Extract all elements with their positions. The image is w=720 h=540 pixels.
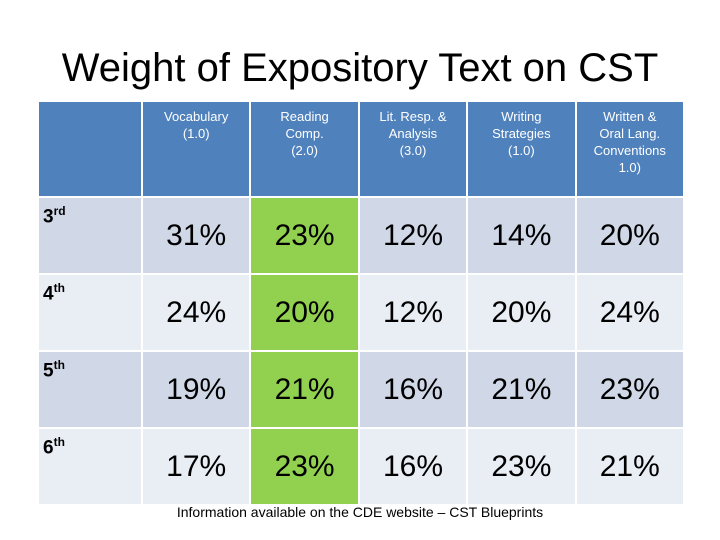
footnote: Information available on the CDE website… bbox=[176, 504, 544, 520]
header-line: (3.0) bbox=[399, 143, 427, 158]
header-line: Written & bbox=[603, 109, 657, 124]
header-line: Comp. bbox=[285, 126, 324, 141]
value-cell: 31% bbox=[143, 198, 250, 273]
slide-title: Weight of Expository Text on CST bbox=[61, 46, 659, 90]
header-row: Vocabulary (1.0) Reading Comp. (2.0) Lit… bbox=[39, 102, 683, 196]
weight-table: Vocabulary (1.0) Reading Comp. (2.0) Lit… bbox=[37, 100, 685, 506]
header-lit-resp-analysis: Lit. Resp. & Analysis (3.0) bbox=[359, 102, 467, 196]
header-line: Writing bbox=[501, 109, 542, 124]
grade-label: 3rd bbox=[39, 198, 141, 273]
table-row-grade-3: 3rd 31% 23% 12% 14% 20% bbox=[39, 198, 683, 273]
value-cell: 16% bbox=[359, 429, 467, 504]
value-cell: 24% bbox=[576, 275, 683, 350]
header-line: Analysis bbox=[388, 126, 438, 141]
value-cell: 14% bbox=[468, 198, 575, 273]
value-cell-highlighted: 20% bbox=[251, 275, 358, 350]
header-line: Vocabulary bbox=[164, 109, 229, 124]
grade-label: 4th bbox=[39, 275, 141, 350]
value-cell: 19% bbox=[143, 352, 250, 427]
header-reading-comp: Reading Comp. (2.0) bbox=[251, 102, 358, 196]
header-line: 1.0) bbox=[618, 160, 641, 175]
value-cell: 16% bbox=[359, 352, 467, 427]
value-cell-highlighted: 23% bbox=[251, 429, 358, 504]
header-line: Reading bbox=[280, 109, 329, 124]
table-row-grade-4: 4th 24% 20% 12% 20% 24% bbox=[39, 275, 683, 350]
header-corner-cell bbox=[39, 102, 141, 196]
header-written-oral-conventions: Written & Oral Lang. Conventions 1.0) bbox=[576, 102, 683, 196]
value-cell: 24% bbox=[143, 275, 250, 350]
header-line: Conventions bbox=[593, 143, 666, 158]
value-cell: 12% bbox=[359, 198, 467, 273]
value-cell: 21% bbox=[468, 352, 575, 427]
grade-label: 6th bbox=[39, 429, 141, 504]
value-cell: 12% bbox=[359, 275, 467, 350]
header-line: Strategies bbox=[492, 126, 551, 141]
header-writing-strategies: Writing Strategies (1.0) bbox=[468, 102, 575, 196]
header-line: (1.0) bbox=[508, 143, 535, 158]
header-line: (2.0) bbox=[291, 143, 318, 158]
header-line: (1.0) bbox=[182, 126, 210, 141]
value-cell: 23% bbox=[468, 429, 575, 504]
header-line: Lit. Resp. & bbox=[379, 109, 447, 124]
value-cell-highlighted: 23% bbox=[251, 198, 358, 273]
grade-label: 5th bbox=[39, 352, 141, 427]
table-row-grade-5: 5th 19% 21% 16% 21% 23% bbox=[39, 352, 683, 427]
value-cell: 20% bbox=[576, 198, 683, 273]
table-row-grade-6: 6th 17% 23% 16% 23% 21% bbox=[39, 429, 683, 504]
value-cell-highlighted: 21% bbox=[251, 352, 358, 427]
header-vocabulary: Vocabulary (1.0) bbox=[143, 102, 250, 196]
value-cell: 23% bbox=[576, 352, 683, 427]
value-cell: 21% bbox=[576, 429, 683, 504]
value-cell: 17% bbox=[143, 429, 250, 504]
value-cell: 20% bbox=[468, 275, 575, 350]
header-line: Oral Lang. bbox=[599, 126, 661, 141]
